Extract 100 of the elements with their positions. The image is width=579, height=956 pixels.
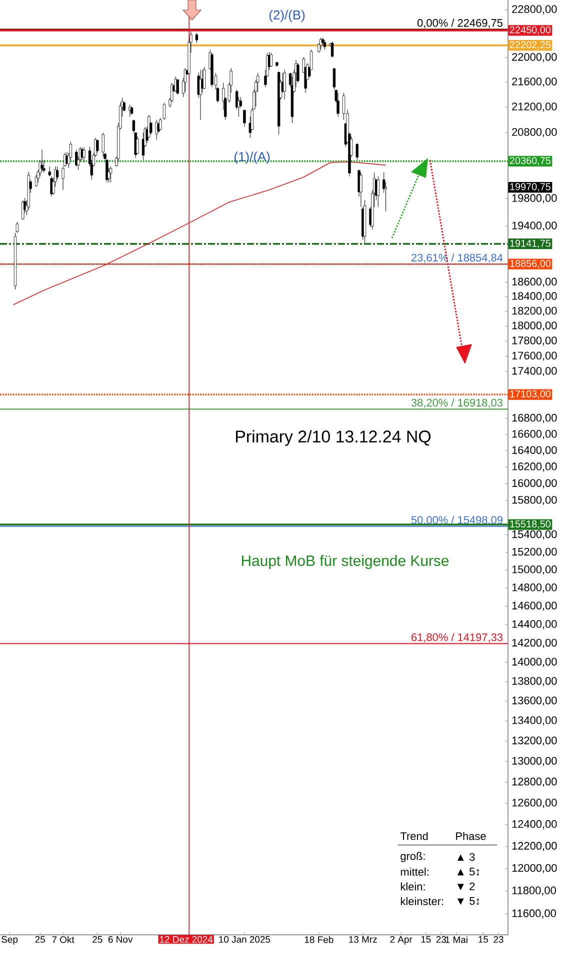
y-tick-label: 11600,00 [512, 909, 556, 918]
x-tick-label: 10 Jan 2025 [219, 936, 270, 943]
x-tick-label: 23 [494, 936, 504, 943]
y-tick-label: 15200,00 [512, 548, 557, 557]
candlestick [48, 166, 51, 177]
ref-line-label: 22202,25 [510, 41, 551, 50]
annotation: Phase [456, 832, 486, 840]
candlestick [336, 92, 340, 117]
ref-line-label: 12 Dez 2024 [160, 936, 213, 943]
candlestick [102, 132, 104, 157]
x-tick-label: 7 Okt [52, 936, 74, 944]
candlestick [96, 139, 99, 153]
y-tick-label: 12600,00 [512, 798, 557, 808]
y-tick-label: 13200,00 [512, 736, 557, 746]
annotation: mittel: [400, 868, 428, 876]
y-tick-label: 22000,00 [512, 53, 557, 62]
y-tick-label: 12400,00 [512, 820, 557, 830]
annotation: Trend [400, 832, 428, 840]
candlestick [34, 174, 38, 187]
ref-line-label: 19141,75 [510, 240, 551, 248]
y-tick-label: 12200,00 [512, 842, 557, 851]
y-tick-label: 18000,00 [512, 322, 557, 331]
y-tick-label: 16000,00 [512, 479, 557, 488]
x-tick-label: 18 Feb [304, 936, 334, 944]
x-tick-label: 25 [35, 936, 45, 943]
y-tick-label: 13000,00 [512, 756, 557, 766]
candlestick [283, 70, 286, 100]
y-tick-label: 12000,00 [512, 864, 557, 874]
candlestick [62, 166, 64, 190]
y-tick-label: 16400,00 [512, 446, 557, 456]
x-tick-label: 15 [478, 936, 488, 943]
annotation: ▼ 5↕ [457, 897, 480, 906]
y-tick-label: 15400,00 [512, 530, 557, 540]
text: 19970,75 [510, 183, 551, 192]
annotation: Primary 2/10 13.12.24 NQ [236, 430, 431, 446]
candlestick [376, 176, 380, 208]
annotation: (2)/(B) [269, 10, 305, 22]
y-tick-label: 15000,00 [512, 566, 557, 575]
annotation: 23,61% / 18854,84 [412, 254, 503, 263]
y-tick-label: 18200,00 [512, 306, 557, 316]
candlestick [40, 149, 44, 172]
y-tick-label: 16200,00 [512, 462, 557, 472]
y-tick-label: 17800,00 [512, 336, 557, 346]
annotation: ▲ 3 [457, 853, 475, 861]
candlestick [75, 149, 78, 167]
ref-line-label: 18856,00 [510, 260, 551, 268]
x-tick-label: 23 [436, 936, 446, 943]
annotation: Haupt MoB für steigende Kurse [242, 555, 449, 569]
y-tick-label: 13600,00 [512, 696, 557, 706]
y-tick-label: 17600,00 [512, 352, 557, 361]
y-tick-label: 19800,00 [512, 194, 557, 204]
x-tick-label: Sep [2, 936, 18, 945]
x-tick-label: 15 [421, 936, 431, 943]
candlestick [136, 136, 139, 154]
y-tick-label: 19400,00 [512, 222, 557, 231]
annotation: 0,00% / 22469,75 [417, 18, 502, 28]
y-tick-label: 16800,00 [512, 414, 557, 423]
x-tick-label: 13 Mrz [349, 936, 377, 943]
candlestick [243, 109, 246, 128]
y-tick-label: 16600,00 [512, 430, 557, 440]
ref-line-label: 20360,75 [510, 157, 551, 166]
candlestick [16, 222, 19, 234]
y-tick-label: 12800,00 [512, 778, 557, 787]
y-tick-label: 18400,00 [512, 292, 557, 302]
y-tick-label: 14400,00 [512, 620, 557, 630]
y-tick-label: 13800,00 [512, 677, 557, 686]
annotation: 50,00% / 15498,09 [411, 516, 502, 526]
x-tick-label: 2 Apr [390, 936, 412, 945]
annotation: (1)/(A) [234, 152, 270, 164]
candlestick [199, 70, 202, 120]
y-tick-label: 20800,00 [512, 128, 557, 138]
candlestick [195, 32, 198, 44]
candlestick [360, 172, 362, 208]
annotation: ▲ 5↕ [457, 868, 480, 876]
candlestick [176, 79, 179, 95]
annotation: klein: [400, 882, 425, 890]
candlestick [356, 142, 358, 160]
candlestick [332, 68, 336, 90]
y-tick-label: 14000,00 [512, 658, 557, 667]
y-tick-label: 13400,00 [512, 716, 557, 726]
y-tick-label: 18600,00 [512, 278, 557, 287]
candlestick [323, 40, 326, 50]
candlestick [162, 102, 166, 120]
candlestick [159, 118, 162, 130]
y-tick-label: 21600,00 [512, 78, 557, 87]
y-tick-label: 21200,00 [512, 102, 557, 112]
y-tick-label: 11800,00 [512, 886, 556, 896]
annotation: 38,20% / 16918,03 [411, 398, 502, 408]
ref-line-label: 22450,00 [510, 26, 551, 35]
x-tick-label: 25 [92, 936, 102, 943]
annotation: 61,80% / 14197,33 [412, 633, 502, 642]
x-tick-label: 6 Nov [108, 936, 133, 943]
y-tick-label: 15800,00 [512, 496, 557, 506]
x-tick-label: 1 Mai [446, 936, 468, 944]
y-tick-label: 14600,00 [512, 602, 557, 611]
y-tick-label: 17400,00 [512, 366, 557, 376]
annotation: ▼ 2 [457, 882, 475, 890]
y-tick-label: 22800,00 [512, 5, 557, 14]
candlestick [22, 200, 24, 220]
y-tick-label: 14800,00 [512, 584, 557, 593]
